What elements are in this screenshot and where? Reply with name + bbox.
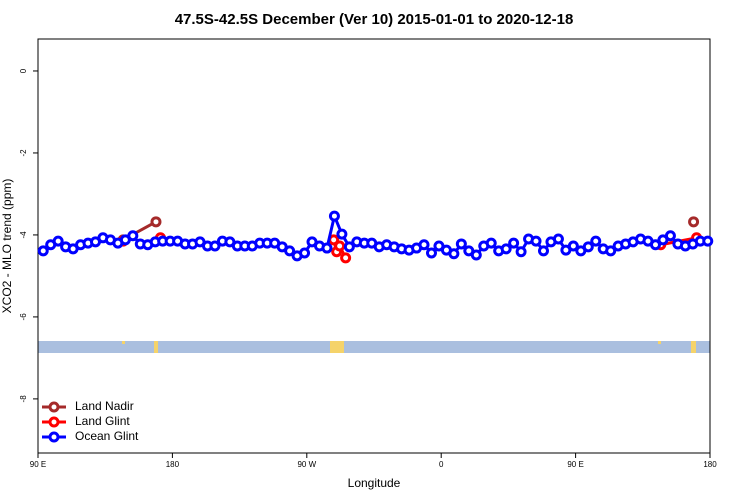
y-tick-label: -2	[19, 149, 28, 157]
data-point	[425, 247, 437, 259]
y-tick-label: 0	[19, 68, 28, 73]
data-point	[299, 247, 311, 259]
x-axis-label: Longitude	[348, 476, 401, 490]
chart-title: 47.5S-42.5S December (Ver 10) 2015-01-01…	[175, 11, 574, 28]
coverage-marks	[122, 341, 696, 353]
data-point	[688, 216, 700, 228]
data-point	[515, 246, 527, 258]
y-tick-label: -4	[19, 231, 28, 239]
legend-label: Land Nadir	[75, 399, 134, 413]
data-point	[150, 216, 162, 228]
data-point	[321, 242, 333, 254]
data-point	[508, 237, 520, 249]
data-point	[664, 230, 676, 242]
data-point	[328, 210, 340, 222]
data-point	[52, 235, 64, 247]
data-point	[448, 248, 460, 260]
data-point	[567, 240, 579, 252]
data-point	[340, 252, 352, 264]
x-tick-label: 90 E	[567, 460, 583, 469]
legend-marker	[48, 431, 60, 443]
data-point	[590, 235, 602, 247]
data-point	[343, 241, 355, 253]
x-tick-label: 180	[703, 460, 717, 469]
legend-label: Land Glint	[75, 414, 130, 428]
data-point	[530, 235, 542, 247]
y-tick-label: -8	[19, 395, 28, 403]
data-point	[37, 245, 49, 257]
data-point	[418, 239, 430, 251]
data-point	[455, 238, 467, 250]
data-point	[605, 245, 617, 257]
data-point	[649, 239, 661, 251]
data-point	[485, 237, 497, 249]
data-point	[470, 249, 482, 261]
y-axis-label: XCO2 - MLO trend (ppm)	[0, 179, 14, 314]
data-point	[582, 241, 594, 253]
legend-marker	[48, 401, 60, 413]
data-point	[334, 240, 346, 252]
data-point	[537, 245, 549, 257]
legend-marker	[48, 416, 60, 428]
legend-label: Ocean Glint	[75, 429, 139, 443]
data-point	[500, 243, 512, 255]
y-tick-label: -6	[19, 313, 28, 321]
x-tick-label: 90 E	[30, 460, 46, 469]
data-point	[127, 230, 139, 242]
x-tick-label: 90 W	[297, 460, 316, 469]
x-tick-label: 180	[166, 460, 180, 469]
data-point	[336, 228, 348, 240]
data-point	[284, 245, 296, 257]
x-tick-label: 0	[439, 460, 444, 469]
data-point	[552, 233, 564, 245]
data-point	[209, 240, 221, 252]
data-point	[702, 235, 714, 247]
coverage-band	[38, 341, 710, 353]
